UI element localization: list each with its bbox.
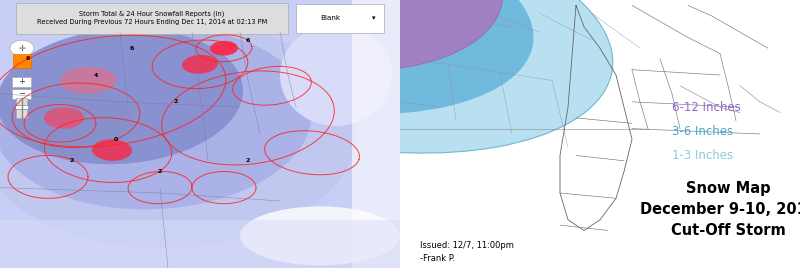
Text: ✛: ✛ xyxy=(18,44,26,53)
Text: Snow Map
December 9-10, 2014
Cut-Off Storm: Snow Map December 9-10, 2014 Cut-Off Sto… xyxy=(639,181,800,237)
Bar xyxy=(14,105,29,109)
Text: 6-12 Inches: 6-12 Inches xyxy=(672,101,741,114)
Ellipse shape xyxy=(280,24,392,126)
Text: 6: 6 xyxy=(246,38,250,43)
Ellipse shape xyxy=(122,0,534,114)
Text: +: + xyxy=(18,77,25,86)
Text: Issued: 12/7, 11:00pm
-Frank P.: Issued: 12/7, 11:00pm -Frank P. xyxy=(420,241,514,263)
Ellipse shape xyxy=(60,67,116,94)
Ellipse shape xyxy=(12,86,132,155)
Bar xyxy=(352,0,400,268)
Text: 1-3 Inches: 1-3 Inches xyxy=(672,149,733,162)
Ellipse shape xyxy=(44,107,84,129)
Text: ▾: ▾ xyxy=(372,15,376,21)
Bar xyxy=(0,220,400,268)
Bar xyxy=(13,54,30,68)
Bar xyxy=(12,89,31,99)
Text: 0: 0 xyxy=(114,137,118,142)
Text: Storm Total & 24 Hour Snowfall Reports (in)
Received During Previous 72 Hours En: Storm Total & 24 Hour Snowfall Reports (… xyxy=(37,11,267,25)
Ellipse shape xyxy=(0,27,311,209)
Text: 2: 2 xyxy=(70,158,74,163)
Ellipse shape xyxy=(0,20,358,248)
Text: 4: 4 xyxy=(94,73,98,77)
Text: 6: 6 xyxy=(130,46,134,51)
Ellipse shape xyxy=(92,139,132,161)
Ellipse shape xyxy=(182,55,218,74)
Text: 6: 6 xyxy=(26,57,30,61)
Ellipse shape xyxy=(107,0,613,153)
Ellipse shape xyxy=(210,41,238,56)
Text: −: − xyxy=(18,89,25,98)
Text: Blank: Blank xyxy=(320,15,340,21)
Ellipse shape xyxy=(178,0,502,71)
Text: 2: 2 xyxy=(246,158,250,163)
Bar xyxy=(16,98,27,118)
Text: 2: 2 xyxy=(158,169,162,174)
Bar xyxy=(12,77,31,87)
Circle shape xyxy=(10,40,34,56)
Bar xyxy=(296,4,384,33)
Ellipse shape xyxy=(240,206,400,265)
Text: 2: 2 xyxy=(174,99,178,104)
Bar xyxy=(16,3,288,34)
Text: 3-6 Inches: 3-6 Inches xyxy=(672,125,733,138)
Ellipse shape xyxy=(0,29,243,164)
